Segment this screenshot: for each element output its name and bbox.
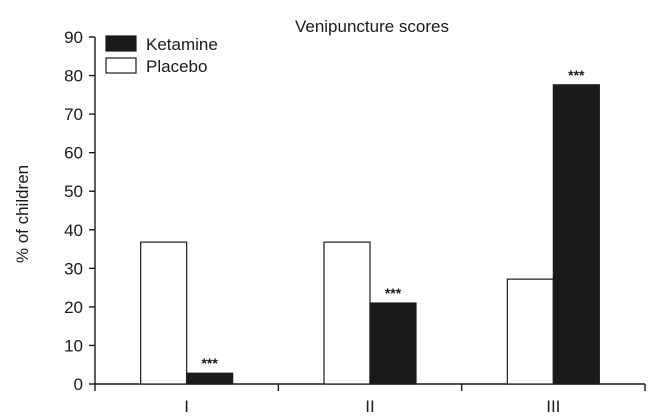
- significance-ketamine-I: ***: [201, 355, 218, 371]
- y-tick-label-30: 30: [64, 259, 83, 278]
- y-tick-label-40: 40: [64, 221, 83, 240]
- x-tick-label-III: III: [546, 397, 560, 416]
- significance-ketamine-III: ***: [568, 67, 585, 83]
- legend-swatch-placebo: [105, 57, 137, 74]
- y-tick-label-0: 0: [74, 375, 83, 394]
- x-tick-label-I: I: [184, 397, 189, 416]
- bar-ketamine-II: [369, 302, 417, 385]
- y-tick-label-20: 20: [64, 298, 83, 317]
- y-tick-label-10: 10: [64, 336, 83, 355]
- y-axis-label: % of children: [13, 165, 32, 263]
- legend-label-ketamine: Ketamine: [146, 35, 218, 54]
- significance-ketamine-II: ***: [385, 285, 402, 301]
- bar-ketamine-I: [186, 372, 234, 385]
- legend-swatch-ketamine: [105, 35, 137, 52]
- y-tick-label-50: 50: [64, 182, 83, 201]
- y-tick-label-80: 80: [64, 67, 83, 86]
- bar-placebo-I: [140, 241, 188, 385]
- chart-title: Venipuncture scores: [295, 17, 449, 36]
- bar-placebo-III: [506, 278, 554, 385]
- x-tick-label-II: II: [365, 397, 374, 416]
- bar-ketamine-III: [552, 84, 600, 385]
- y-tick-label-60: 60: [64, 144, 83, 163]
- legend: Ketamine Placebo: [105, 35, 218, 76]
- y-tick-label-70: 70: [64, 105, 83, 124]
- legend-label-placebo: Placebo: [146, 57, 207, 76]
- y-tick-label-90: 90: [64, 28, 83, 47]
- bar-placebo-II: [323, 241, 371, 385]
- bars-group: *** *** ***: [140, 67, 600, 385]
